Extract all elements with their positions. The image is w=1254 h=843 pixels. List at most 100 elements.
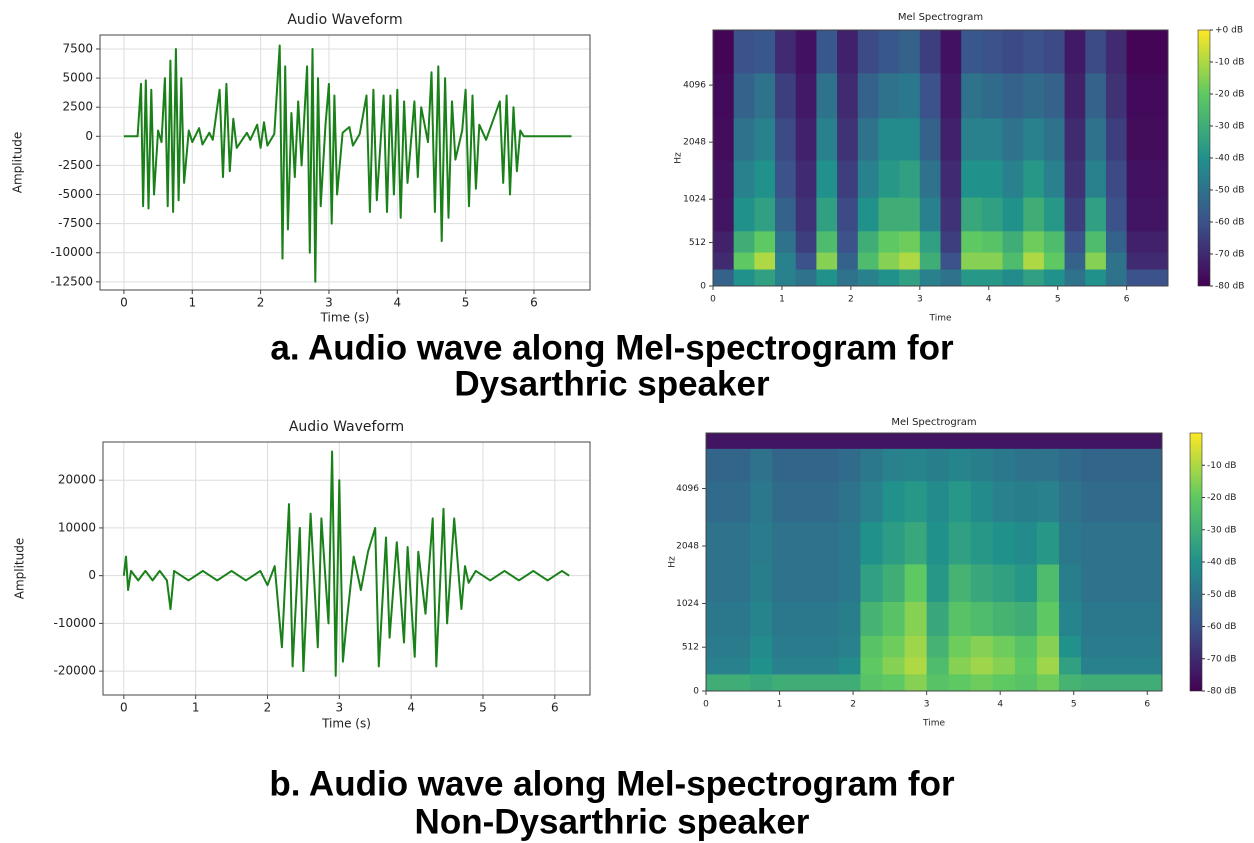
heatmap-cell bbox=[796, 197, 817, 231]
x-tick-label: 0 bbox=[710, 295, 716, 305]
heatmap-cell bbox=[750, 481, 773, 522]
heatmap-cell bbox=[838, 601, 861, 635]
y-tick-label: 0 bbox=[700, 282, 706, 292]
heatmap-cell bbox=[982, 269, 1003, 286]
y-tick-label: -10000 bbox=[53, 616, 96, 630]
heatmap-cell bbox=[899, 118, 920, 161]
heatmap-cell bbox=[728, 601, 751, 635]
x-tick-label: 1 bbox=[777, 700, 783, 710]
heatmap-cell bbox=[794, 481, 817, 522]
heatmap-cell bbox=[1059, 674, 1082, 692]
heatmap-cell bbox=[706, 657, 729, 675]
heatmap-cell bbox=[816, 448, 839, 481]
heatmap-cell bbox=[1125, 657, 1148, 675]
heatmap-cell bbox=[838, 564, 861, 602]
heatmap-cell bbox=[1106, 269, 1127, 286]
heatmap-cell bbox=[899, 30, 920, 73]
chart-title: Audio Waveform bbox=[287, 12, 402, 28]
heatmap-cell bbox=[713, 73, 734, 118]
heatmap-cell bbox=[1037, 674, 1060, 692]
y-axis-label: Amplitude bbox=[13, 538, 27, 600]
heatmap-cell bbox=[1015, 481, 1038, 522]
heatmap-cell bbox=[1015, 448, 1038, 481]
heatmap-cell bbox=[1065, 118, 1086, 161]
x-tick-label: 1 bbox=[779, 295, 785, 305]
heatmap-cell bbox=[816, 657, 839, 675]
y-tick-label: 0 bbox=[85, 129, 93, 143]
heatmap-cell bbox=[1147, 522, 1162, 565]
x-tick-label: 4 bbox=[997, 700, 1003, 710]
heatmap-cell bbox=[961, 30, 982, 73]
heatmap-cell bbox=[927, 522, 950, 565]
heatmap-cell bbox=[1015, 522, 1038, 565]
heatmap-cell bbox=[883, 601, 906, 635]
heatmap-cell bbox=[1127, 30, 1148, 73]
heatmap-cell bbox=[971, 433, 994, 449]
heatmap-cell bbox=[878, 30, 899, 73]
heatmap-cell bbox=[750, 433, 773, 449]
heatmap-cell bbox=[1081, 601, 1104, 635]
heatmap-cell bbox=[1003, 30, 1024, 73]
colorbar bbox=[1198, 30, 1210, 286]
heatmap-cell bbox=[927, 635, 950, 657]
heatmap-cell bbox=[1147, 231, 1168, 253]
heatmap-cell bbox=[734, 269, 755, 286]
heatmap-cell bbox=[878, 118, 899, 161]
x-tick-label: 3 bbox=[325, 296, 333, 310]
heatmap-cell bbox=[772, 522, 795, 565]
heatmap-cell bbox=[754, 73, 775, 118]
heatmap-cell bbox=[754, 252, 775, 269]
y-tick-label: 20000 bbox=[58, 473, 96, 487]
heatmap-cell bbox=[1081, 433, 1104, 449]
x-axis-label: Time bbox=[922, 719, 945, 729]
heatmap-cell bbox=[1023, 269, 1044, 286]
heatmap-cell bbox=[750, 448, 773, 481]
heatmap-cell bbox=[1015, 635, 1038, 657]
heatmap-cell bbox=[971, 522, 994, 565]
heatmap-cell bbox=[927, 564, 950, 602]
x-axis-label: Time bbox=[928, 314, 951, 324]
heatmap-cell bbox=[971, 481, 994, 522]
heatmap-cell bbox=[1059, 657, 1082, 675]
x-tick-label: 3 bbox=[924, 700, 930, 710]
heatmap-cell bbox=[982, 197, 1003, 231]
y-tick-label: 7500 bbox=[62, 41, 93, 55]
heatmap-cell bbox=[1065, 269, 1086, 286]
heatmap-cell bbox=[1081, 674, 1104, 692]
heatmap-cell bbox=[1015, 601, 1038, 635]
heatmap-cell bbox=[1125, 635, 1148, 657]
heatmap-cell bbox=[1125, 601, 1148, 635]
heatmap-cell bbox=[883, 448, 906, 481]
heatmap-cell bbox=[993, 635, 1016, 657]
heatmap-cell bbox=[794, 674, 817, 692]
heatmap-cell bbox=[993, 564, 1016, 602]
colorbar-label: -30 dB bbox=[1215, 122, 1244, 132]
heatmap-cell bbox=[1044, 73, 1065, 118]
heatmap-cell bbox=[860, 564, 883, 602]
heatmap-cell bbox=[878, 269, 899, 286]
heatmap-cell bbox=[982, 160, 1003, 198]
heatmap-cell bbox=[706, 564, 729, 602]
y-tick-label: 0 bbox=[693, 687, 699, 697]
x-tick-label: 5 bbox=[462, 296, 470, 310]
heatmap-cell bbox=[993, 481, 1016, 522]
heatmap-cell bbox=[949, 674, 972, 692]
heatmap-cell bbox=[858, 73, 879, 118]
colorbar-label: -40 dB bbox=[1215, 154, 1244, 164]
heatmap-cell bbox=[1081, 564, 1104, 602]
heatmap-cell bbox=[1085, 252, 1106, 269]
y-tick-label: -7500 bbox=[58, 216, 93, 230]
heatmap-cell bbox=[794, 448, 817, 481]
heatmap-cell bbox=[794, 522, 817, 565]
heatmap-cell bbox=[858, 160, 879, 198]
heatmap-cell bbox=[1106, 197, 1127, 231]
chart-title: Mel Spectrogram bbox=[891, 417, 976, 428]
heatmap-cell bbox=[1085, 197, 1106, 231]
heatmap-cell bbox=[949, 481, 972, 522]
x-tick-label: 6 bbox=[1144, 700, 1150, 710]
heatmap-cell bbox=[982, 252, 1003, 269]
colorbar bbox=[1190, 433, 1202, 691]
x-tick-label: 2 bbox=[264, 701, 272, 715]
x-axis-label: Time (s) bbox=[321, 717, 371, 731]
